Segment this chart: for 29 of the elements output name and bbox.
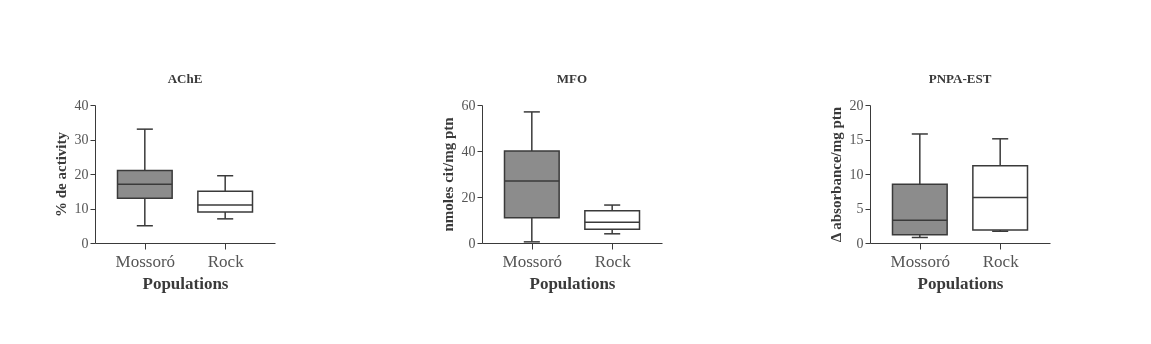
y-tick-label: 5 <box>856 201 864 216</box>
y-axis-title: nmoles cit/mg ptn <box>439 116 456 232</box>
y-tick-label: 40 <box>74 97 89 113</box>
x-tick-label: Mossoró <box>502 251 563 271</box>
y-tick-label: 0 <box>81 235 89 251</box>
y-tick-label: 60 <box>461 97 476 113</box>
y-tick-label: 10 <box>74 201 89 216</box>
x-tick-label: Mossoró <box>115 251 176 271</box>
y-axis-title: % de activity <box>52 131 69 217</box>
y-tick-label: 40 <box>461 143 476 159</box>
y-axis-title: Δ absorbance/mg ptn <box>827 106 844 243</box>
x-tick-label: Mossoró <box>890 251 951 271</box>
x-axis-title: Populations <box>917 273 1004 293</box>
y-tick-label: 0 <box>468 235 476 251</box>
chart-title: MFO <box>556 71 588 86</box>
y-tick-label: 30 <box>74 132 89 147</box>
y-tick-label: 10 <box>849 166 864 182</box>
x-axis-title: Populations <box>142 273 229 293</box>
y-tick-label: 20 <box>461 189 476 205</box>
y-tick-label: 15 <box>849 132 864 147</box>
x-axis-title: Populations <box>529 273 616 293</box>
y-tick-label: 0 <box>856 235 864 251</box>
y-tick-label: 20 <box>849 97 864 113</box>
chart-title: AChE <box>167 71 203 86</box>
x-tick-label: Rock <box>594 251 632 271</box>
chart-title: PNPA-EST <box>928 71 992 86</box>
x-tick-label: Rock <box>207 251 245 271</box>
y-tick-label: 20 <box>74 166 89 182</box>
x-tick-label: Rock <box>982 251 1020 271</box>
